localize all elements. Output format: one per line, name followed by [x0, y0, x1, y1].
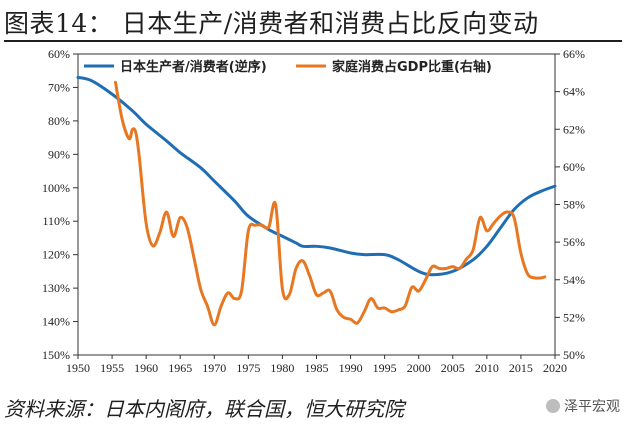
left-axis-tick-label: 130%	[42, 281, 70, 295]
right-axis-tick-label: 56%	[563, 235, 585, 249]
right-axis-tick-labels: 50% 52% 54% 56% 58% 60% 62% 64% 66%	[563, 47, 585, 362]
series-line-2	[113, 80, 547, 327]
x-axis-tick-label: 1980	[270, 361, 294, 375]
right-axis-tick-label: 54%	[563, 273, 585, 287]
x-axis-tick-label: 1995	[373, 361, 397, 375]
left-axis-tick-label: 110%	[42, 214, 70, 228]
watermark-label: 泽平宏观	[564, 399, 620, 415]
x-axis-tick-label: 1990	[339, 361, 363, 375]
wechat-icon	[546, 399, 560, 413]
right-axis-tick-label: 66%	[563, 47, 585, 61]
left-axis-tick-label: 140%	[42, 315, 70, 329]
legend-label-2: 家庭消费占GDP比重(右轴)	[332, 59, 492, 75]
left-axis-tick-label: 70%	[48, 80, 70, 94]
left-axis-tick-label: 150%	[42, 348, 70, 362]
x-axis-tick-label: 2000	[407, 361, 431, 375]
right-axis-tick-label: 62%	[563, 122, 585, 136]
x-axis-tick-label: 1965	[168, 361, 192, 375]
left-axis-tick-label: 90%	[48, 147, 70, 161]
x-axis-tick-label: 1985	[305, 361, 329, 375]
chart-legend: 日本生产者/消费者(逆序) 家庭消费占GDP比重(右轴)	[84, 59, 492, 75]
right-axis-tick-label: 52%	[563, 310, 585, 324]
x-axis-tick-label: 1960	[134, 361, 158, 375]
source-note: 资料来源：日本内阁府，联合国，恒大研究院	[4, 397, 404, 421]
right-axis-tick-label: 64%	[563, 85, 585, 99]
x-axis-tick-label: 2015	[509, 361, 533, 375]
x-axis-tick-label: 1975	[236, 361, 260, 375]
x-axis-tick-label: 2020	[543, 361, 567, 375]
right-axis-tick-label: 50%	[563, 348, 585, 362]
watermark: 泽平宏观	[546, 396, 620, 416]
x-axis-tick-label: 2005	[441, 361, 465, 375]
left-axis-tick-label: 60%	[48, 47, 70, 61]
title-divider	[4, 40, 622, 42]
left-axis-tick-label: 100%	[42, 181, 70, 195]
right-axis-tick-label: 60%	[563, 160, 585, 174]
left-axis-tick-labels: 60% 70% 80% 90% 100% 110% 120% 130% 140% 150%	[42, 47, 70, 362]
left-axis-tick-label: 120%	[42, 248, 70, 262]
series-lines	[76, 75, 557, 327]
left-axis-tick-label: 80%	[48, 114, 70, 128]
x-axis-tick-labels: 1950 1955 1960 1965 1970 1975 1980 1985 1990 1995…	[66, 361, 567, 375]
x-axis-tick-label: 1955	[100, 361, 124, 375]
plot-frame	[77, 53, 556, 356]
x-axis-tick-label: 1970	[202, 361, 226, 375]
chart-axes	[73, 53, 560, 359]
x-axis-tick-label: 1950	[66, 361, 90, 375]
series-line-1	[76, 75, 557, 277]
legend-label-1: 日本生产者/消费者(逆序)	[120, 59, 267, 75]
x-axis-tick-label: 2010	[475, 361, 499, 375]
figure-title: 图表14： 日本生产/消费者和消费占比反向变动	[4, 9, 539, 38]
right-axis-tick-label: 58%	[563, 198, 585, 212]
